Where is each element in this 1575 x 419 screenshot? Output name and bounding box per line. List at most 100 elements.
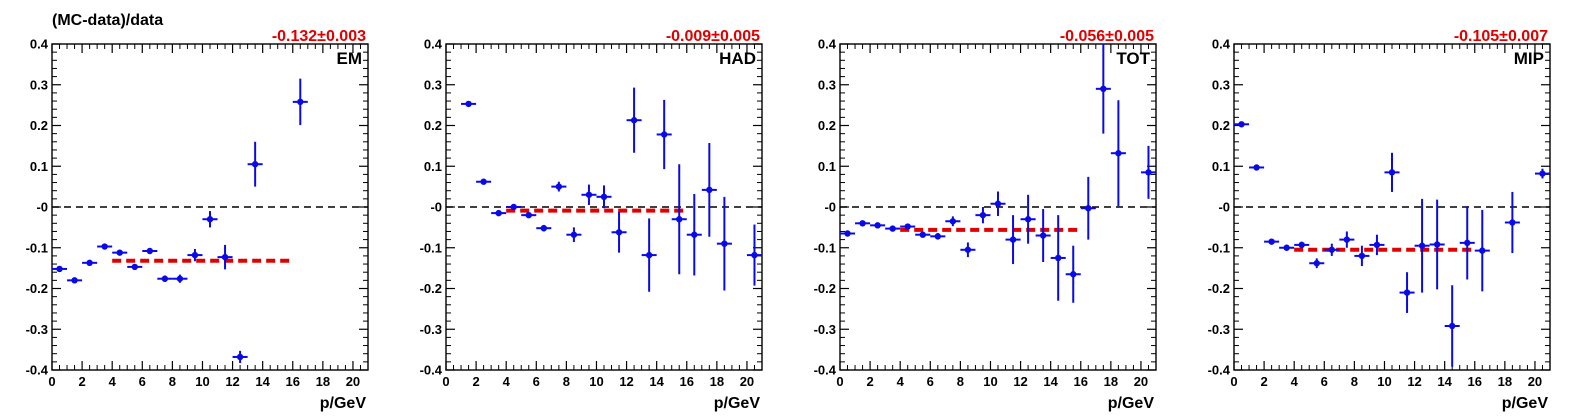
y-tick-label: 0.1 xyxy=(818,159,836,174)
data-point xyxy=(521,211,537,219)
marker xyxy=(131,263,138,271)
data-point xyxy=(127,263,143,271)
x-tick-label: 6 xyxy=(927,374,934,389)
data-point xyxy=(900,223,916,230)
data-point xyxy=(1294,241,1310,249)
x-tick-label: 18 xyxy=(1498,374,1512,389)
data-point xyxy=(1264,238,1280,245)
marker xyxy=(600,193,608,201)
data-point xyxy=(1020,194,1036,244)
marker xyxy=(480,178,487,185)
x-tick-label: 10 xyxy=(1377,374,1391,389)
marker xyxy=(161,275,169,282)
data-point xyxy=(67,277,83,284)
data-point xyxy=(1474,209,1490,292)
x-tick-label: 10 xyxy=(983,374,997,389)
data-point xyxy=(536,224,552,232)
data-point xyxy=(1429,199,1445,290)
y-tick-label: -0.4 xyxy=(1208,363,1231,378)
marker xyxy=(540,224,548,232)
x-tick-label: 8 xyxy=(169,374,176,389)
marker xyxy=(676,216,683,223)
y-tick-label: -0.3 xyxy=(1208,322,1230,337)
y-tick-label: 0.3 xyxy=(818,77,836,92)
marker xyxy=(1448,322,1456,330)
y-tick-label: -0.1 xyxy=(26,240,48,255)
data-point xyxy=(915,231,931,238)
panel-had: -0.4 -0.3 -0.2 -0.1 -0 0.1 0.2 0.3 0.4 0 2 4 6 8 10 12 1… xyxy=(420,28,763,412)
data-point xyxy=(641,218,657,292)
marker xyxy=(1388,169,1396,176)
x-tick-label: 20 xyxy=(1134,374,1148,389)
marker xyxy=(615,229,623,236)
marker xyxy=(964,246,972,253)
data-point xyxy=(596,185,612,209)
data-point xyxy=(217,244,233,270)
data-point xyxy=(1384,152,1400,192)
y-tick-label: -0.1 xyxy=(814,240,836,255)
x-tick-label: 10 xyxy=(195,374,209,389)
data-point xyxy=(656,99,672,170)
marker xyxy=(844,230,851,237)
x-tick-label: 0 xyxy=(48,374,55,389)
data-point xyxy=(626,87,642,153)
x-tick-label: 16 xyxy=(1468,374,1482,389)
data-point xyxy=(97,243,113,250)
data-point xyxy=(112,249,128,256)
marker xyxy=(1418,242,1426,249)
data-point xyxy=(840,230,856,237)
data-point xyxy=(82,259,98,267)
y-tick-label: 0.1 xyxy=(424,159,442,174)
marker xyxy=(1479,247,1486,254)
marker xyxy=(1238,121,1245,128)
marker xyxy=(465,100,472,108)
marker xyxy=(1085,205,1092,212)
marker xyxy=(1054,254,1062,262)
marker xyxy=(86,259,93,267)
y-tick-label: -0 xyxy=(1218,200,1230,215)
x-tick-label: 2 xyxy=(1260,374,1267,389)
data-point xyxy=(157,275,173,282)
marker xyxy=(691,231,698,238)
data-point xyxy=(1339,231,1355,248)
data-points xyxy=(52,78,308,364)
y-tick-label: -0.3 xyxy=(26,322,48,337)
x-tick-label: 18 xyxy=(1104,374,1118,389)
marker xyxy=(525,211,532,219)
marker xyxy=(630,117,638,124)
data-point xyxy=(1140,145,1156,199)
marker xyxy=(1070,271,1077,278)
data-point xyxy=(172,274,188,283)
x-tick-label: 14 xyxy=(1043,374,1058,389)
x-axis-title: p/GeV xyxy=(320,395,367,412)
data-point xyxy=(1414,198,1430,293)
marker xyxy=(555,183,563,190)
panel-label: EM xyxy=(337,49,363,68)
y-tick-label: -0.4 xyxy=(26,363,49,378)
data-point xyxy=(491,209,507,217)
data-point xyxy=(855,220,871,227)
data-point xyxy=(551,181,567,192)
data-point xyxy=(476,178,492,185)
marker xyxy=(1100,85,1107,93)
marker xyxy=(71,277,78,284)
marker xyxy=(721,240,728,247)
marker xyxy=(904,223,911,230)
x-tick-label: 4 xyxy=(109,374,117,389)
data-point xyxy=(202,211,218,228)
data-point xyxy=(990,191,1006,216)
panel-mip: -0.4 -0.3 -0.2 -0.1 -0 0.1 0.2 0.3 0.4 0 2 4 6 8 10 12 1… xyxy=(1208,28,1551,412)
marker xyxy=(1509,219,1516,226)
fit-result-label: -0.105±0.007 xyxy=(1454,28,1548,45)
x-tick-label: 4 xyxy=(1291,374,1299,389)
marker xyxy=(101,243,108,250)
data-point xyxy=(1279,244,1295,251)
marker xyxy=(1268,238,1275,245)
y-axis-title: (MC-data)/data xyxy=(52,12,163,29)
data-point xyxy=(945,216,961,227)
x-axis-title: p/GeV xyxy=(714,395,761,412)
marker xyxy=(146,247,154,255)
data-point xyxy=(1369,234,1385,256)
y-tick-label: -0.2 xyxy=(420,281,442,296)
y-tick-label: -0.1 xyxy=(420,240,442,255)
